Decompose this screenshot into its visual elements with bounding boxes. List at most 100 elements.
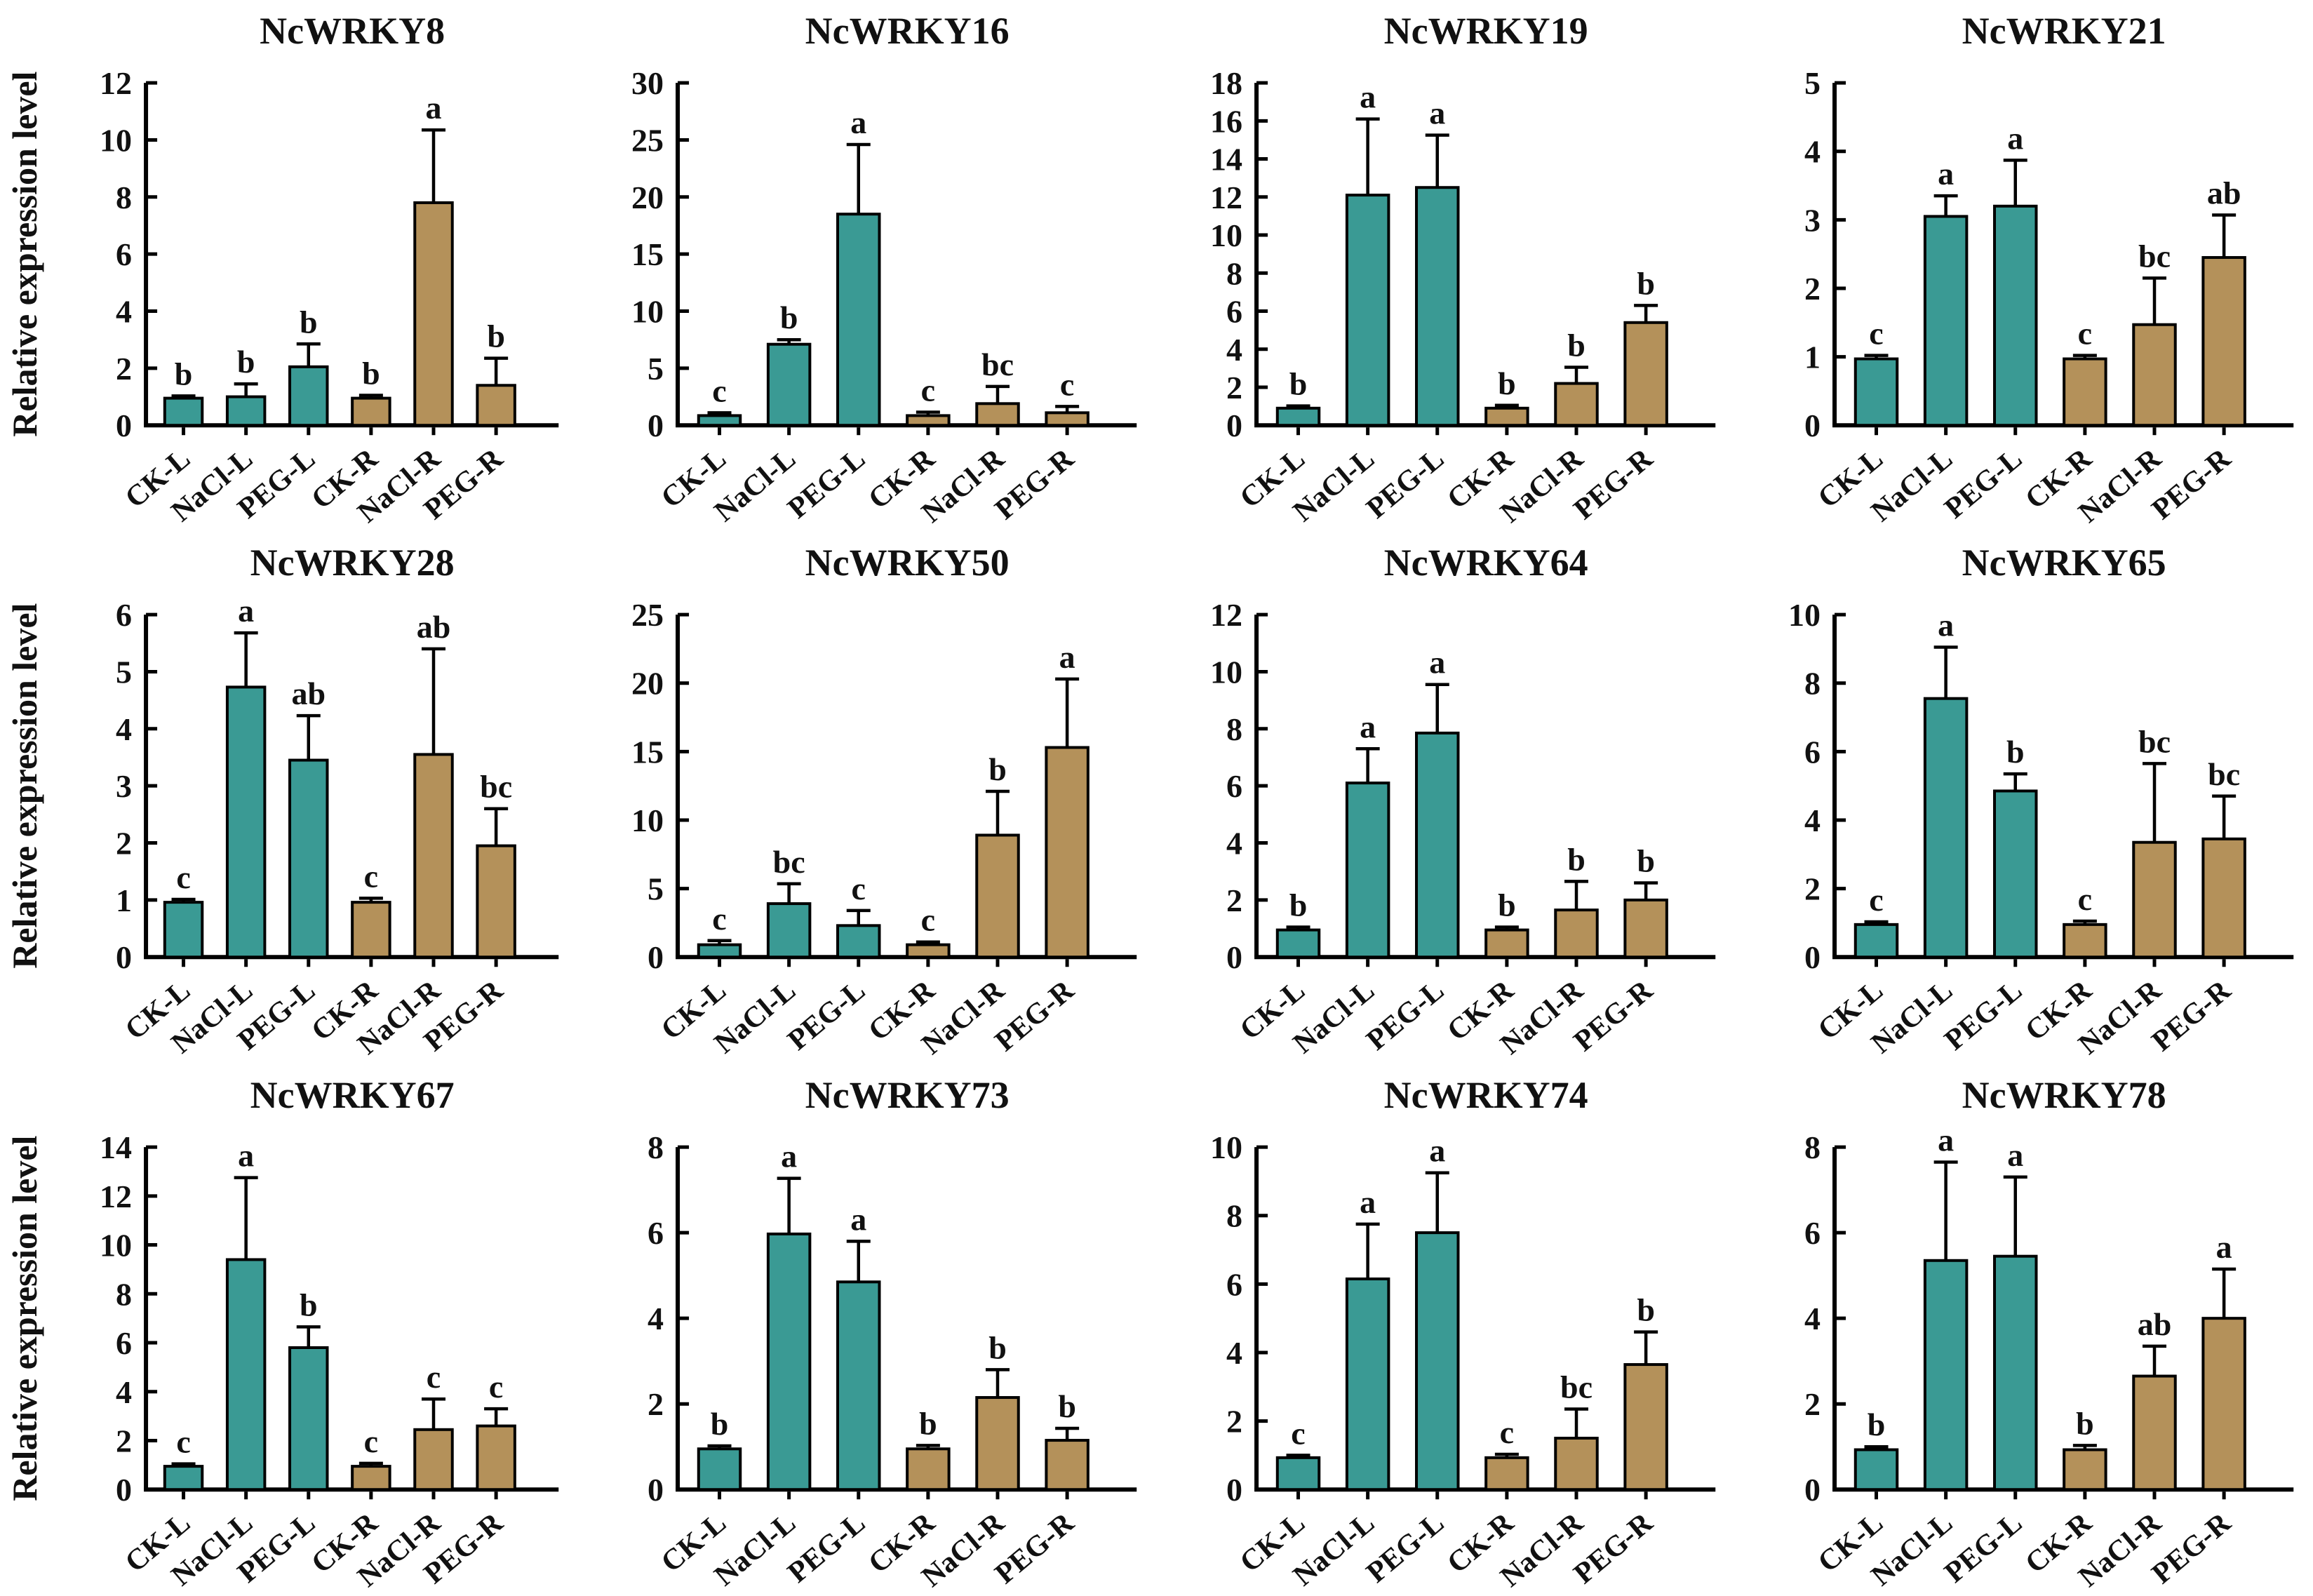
sig-letter: b xyxy=(1637,1292,1655,1327)
y-tick-label: 2 xyxy=(1804,271,1821,307)
y-axis-label: Relative expression level xyxy=(5,1135,44,1501)
x-tick-label: PEG-L xyxy=(1360,1506,1450,1589)
y-tick-label: 1 xyxy=(1804,340,1821,375)
y-tick-label: 10 xyxy=(1210,217,1242,253)
y-tick-label: 12 xyxy=(1210,180,1242,215)
bar-PEG-R xyxy=(1623,899,1668,959)
bar-CK-R xyxy=(2062,1448,2107,1491)
x-tick-label: NaCl-L xyxy=(1865,443,1959,528)
y-tick-label: 4 xyxy=(1226,1335,1242,1371)
y-tick-label: 5 xyxy=(648,351,664,387)
y-tick-label: 6 xyxy=(116,236,132,272)
bar-NaCl-R xyxy=(975,402,1020,427)
chart-svg-NcWRKY19: NcWRKY19024681012141618bCK-LaNaCl-LaPEG-… xyxy=(1210,10,1715,529)
y-tick-label: 4 xyxy=(1226,332,1242,368)
y-tick-label: 10 xyxy=(1788,597,1821,633)
sig-letter: c xyxy=(2077,881,2091,917)
y-tick-label: 16 xyxy=(1210,103,1242,139)
x-tick-label: PEG-L xyxy=(1938,1506,2028,1589)
chart-NcWRKY8: NcWRKY8 Relative expression level 0 2 4 6 8 10 1… xyxy=(0,0,578,532)
sig-letter: bc xyxy=(981,347,1014,382)
chart-svg-NcWRKY65: NcWRKY650246810cCK-LaNaCl-LbPEG-LcCK-Rbc… xyxy=(1788,542,2293,1061)
bar-NaCl-L xyxy=(1923,215,1969,427)
chart-title: NcWRKY8 xyxy=(260,10,445,52)
chart-NcWRKY78: NcWRKY78 0 2 4 6 8 b CK-L a NaCl-L a PEG-L b CK-R ab Na… xyxy=(1735,1064,2313,1596)
y-tick-label: 2 xyxy=(1226,883,1242,918)
sig-letter: c xyxy=(1869,316,1883,351)
y-tick-label: 30 xyxy=(631,65,664,101)
bar-PEG-L xyxy=(1992,1254,2038,1491)
y-tick-label: 8 xyxy=(1804,666,1821,702)
y-tick-label: 2 xyxy=(1804,871,1821,907)
y-tick-label: 2 xyxy=(1804,1386,1821,1422)
bar-CK-R xyxy=(1484,1456,1529,1491)
sig-letter: c xyxy=(2077,316,2091,351)
y-tick-label: 4 xyxy=(1804,134,1821,170)
bar-CK-R xyxy=(906,1447,951,1491)
x-tick-label: PEG-R xyxy=(1567,974,1658,1059)
sig-letter: c xyxy=(1060,366,1074,402)
bar-NaCl-R xyxy=(975,833,1020,959)
chart-title: NcWRKY64 xyxy=(1383,542,1588,584)
x-tick-label: PEG-R xyxy=(2146,1506,2237,1590)
y-tick-label: 8 xyxy=(1226,255,1242,291)
sig-letter: b xyxy=(1637,265,1655,301)
bar-CK-L xyxy=(163,901,204,959)
bar-PEG-R xyxy=(476,844,516,959)
y-tick-label: 6 xyxy=(1804,735,1821,770)
sig-letter: b xyxy=(919,1405,937,1441)
bar-NaCl-L xyxy=(767,902,812,959)
bar-CK-L xyxy=(697,1447,742,1491)
sig-letter: b xyxy=(175,356,193,391)
bar-PEG-R xyxy=(2201,256,2246,427)
sig-letter: c xyxy=(364,859,378,894)
bar-NaCl-R xyxy=(2132,323,2177,427)
bar-PEG-R xyxy=(1045,411,1090,427)
bar-NaCl-L xyxy=(225,1258,267,1491)
chart-title: NcWRKY73 xyxy=(805,1074,1010,1116)
chart-svg-NcWRKY64: NcWRKY64024681012bCK-LaNaCl-LaPEG-LbCK-R… xyxy=(1210,542,1715,1061)
sig-letter: bc xyxy=(2208,756,2240,792)
bar-NaCl-R xyxy=(1553,908,1599,959)
y-tick-label: 4 xyxy=(116,1374,132,1409)
y-tick-label: 12 xyxy=(100,1178,132,1214)
bar-CK-L xyxy=(697,414,742,427)
y-tick-label: 6 xyxy=(1226,768,1242,804)
bar-NaCl-L xyxy=(1345,194,1390,427)
bar-PEG-L xyxy=(288,758,329,959)
x-tick-label: PEG-R xyxy=(989,1506,1080,1590)
y-tick-label: 1 xyxy=(116,883,132,918)
y-tick-label: 0 xyxy=(648,940,664,976)
x-tick-label: NaCl-L xyxy=(1287,974,1380,1060)
bar-PEG-R xyxy=(1045,1438,1090,1491)
bar-CK-L xyxy=(697,943,742,959)
x-tick-label: PEG-L xyxy=(782,974,872,1057)
sig-letter: a xyxy=(426,90,442,126)
bar-CK-L xyxy=(1275,1456,1320,1491)
sig-letter: c xyxy=(364,1423,378,1459)
bar-CK-R xyxy=(2062,357,2107,427)
sig-letter: a xyxy=(238,1137,254,1173)
x-tick-label: PEG-L xyxy=(1360,443,1450,525)
sig-letter: c xyxy=(176,1423,190,1459)
y-tick-label: 8 xyxy=(1226,711,1242,747)
chart-title: NcWRKY78 xyxy=(1962,1074,2166,1116)
chart-title: NcWRKY21 xyxy=(1962,10,2166,52)
sig-letter: b xyxy=(988,1329,1007,1365)
sig-letter: a xyxy=(781,1138,797,1174)
x-tick-label: PEG-L xyxy=(1938,443,2028,525)
bar-NaCl-R xyxy=(1553,382,1599,427)
chart-svg-NcWRKY67: NcWRKY67 Relative expression level 0 2 4 6 8 10… xyxy=(5,1074,559,1593)
y-tick-label: 25 xyxy=(631,597,664,633)
y-tick-label: 6 xyxy=(1226,1266,1242,1302)
sig-letter: b xyxy=(1289,887,1307,923)
sig-letter: b xyxy=(1498,366,1516,401)
bar-CK-L xyxy=(1853,923,1899,959)
bar-PEG-R xyxy=(1623,1362,1668,1491)
bar-CK-R xyxy=(1484,928,1529,959)
chart-NcWRKY19: NcWRKY19 0 2 4 6 8 10 12 14 16 18 b CK-L a NaCl-L a PEG-… xyxy=(1157,0,1735,532)
x-tick-label: PEG-R xyxy=(989,974,1080,1059)
x-tick-label: NaCl-L xyxy=(1287,1506,1380,1592)
sig-letter: a xyxy=(1360,79,1376,115)
